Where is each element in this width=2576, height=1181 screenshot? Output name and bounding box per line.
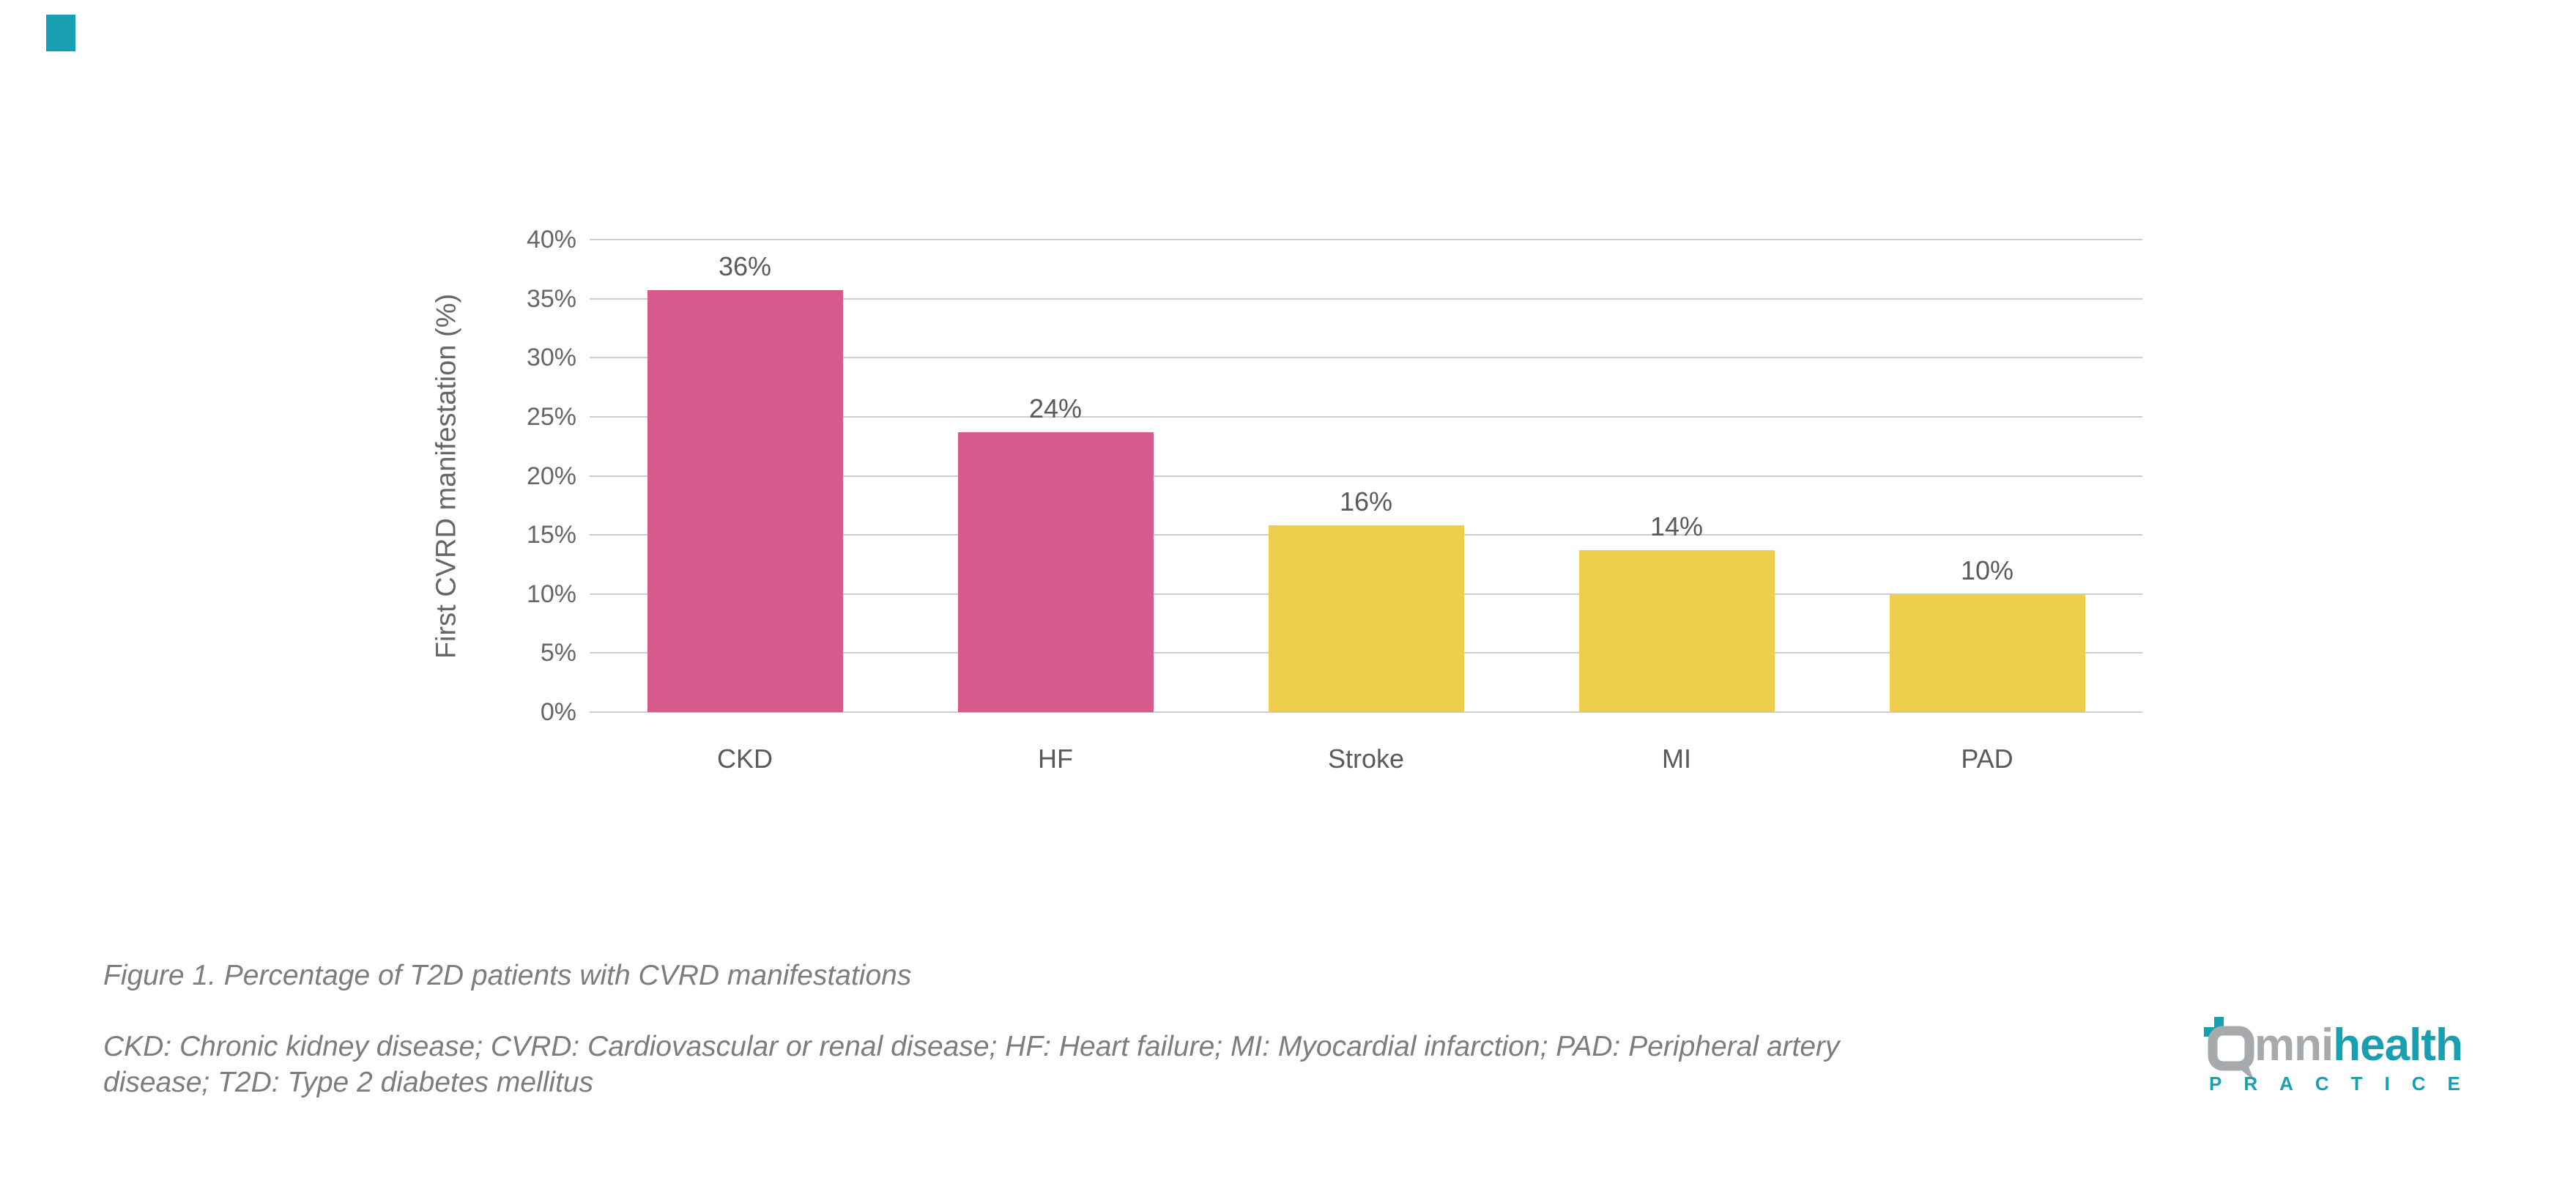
abbreviations-footnote: CKD: Chronic kidney disease; CVRD: Cardi… (103, 1029, 1840, 1100)
speech-bubble-o-icon (2204, 1017, 2254, 1081)
bar-value-label: 36% (718, 251, 772, 282)
plot-area (590, 239, 2142, 713)
gridline (590, 297, 2142, 300)
logo-word-health: health (2333, 1020, 2463, 1070)
y-tick-label: 5% (540, 639, 576, 667)
y-tick-label: 40% (526, 226, 576, 253)
bar-stroke (1268, 525, 1464, 712)
bar-value-label: 10% (1960, 555, 2014, 585)
bar-ckd (647, 290, 843, 712)
omnihealth-logo: mnihealth PRACTICE (2197, 1011, 2490, 1099)
gridline (590, 357, 2142, 359)
bar-hf (957, 432, 1154, 712)
y-tick-label: 0% (540, 698, 576, 726)
bar-pad (1889, 593, 2085, 712)
bar-chart: First CVRD manifestation (%) 0% 5% 10% 15% 2… (431, 226, 2142, 774)
figure-caption: Figure 1. Percentage of T2D patients wit… (103, 960, 912, 991)
y-tick-label: 30% (526, 344, 576, 372)
y-tick-label: 10% (526, 580, 576, 608)
footnote-line-2: disease; T2D: Type 2 diabetes mellitus (103, 1067, 594, 1098)
footnote-line-1: CKD: Chronic kidney disease; CVRD: Cardi… (103, 1031, 1840, 1062)
bubble-o-ring (2208, 1026, 2254, 1071)
y-tick-label: 25% (526, 402, 576, 431)
bar-value-label: 14% (1649, 511, 1704, 542)
bar-mi (1578, 550, 1775, 712)
logo-word-omni: mni (2254, 1020, 2334, 1070)
x-tick-label: PAD (1961, 744, 2013, 774)
logo-practice-text: PRACTICE (2209, 1073, 2482, 1095)
gridline (590, 711, 2142, 713)
x-tick-label: CKD (716, 744, 773, 774)
brand-corner-mark (46, 15, 75, 51)
x-tick-label: MI (1662, 744, 1691, 774)
y-tick-label: 15% (526, 521, 576, 549)
gridline (590, 239, 2142, 240)
bar-value-label: 24% (1028, 393, 1083, 423)
logo-wordmark: mnihealth (2254, 1020, 2463, 1070)
x-tick-label: Stroke (1327, 744, 1405, 774)
bar-value-label: 16% (1339, 486, 1393, 517)
x-tick-label: HF (1038, 744, 1073, 774)
y-tick-label: 20% (526, 462, 576, 490)
gridline (590, 475, 2142, 477)
y-tick-label: 35% (526, 284, 576, 313)
bubble-tail (2234, 1059, 2254, 1081)
gridline (590, 415, 2142, 418)
